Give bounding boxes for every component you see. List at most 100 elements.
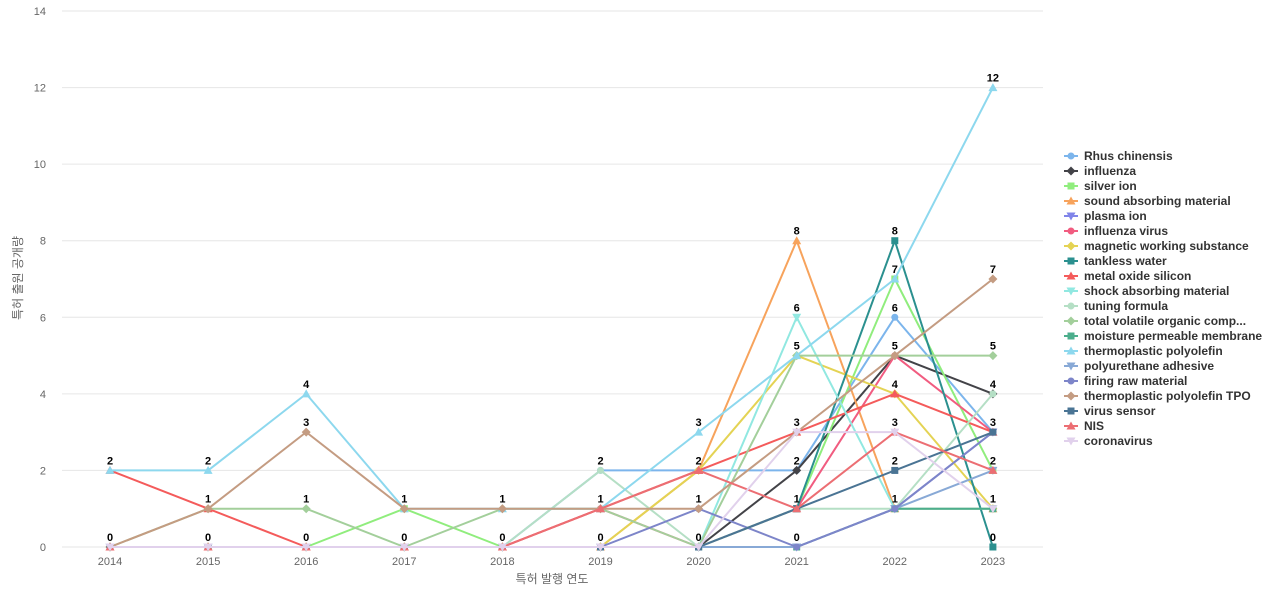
data-label: 3: [892, 417, 898, 429]
data-label: 2: [794, 455, 800, 467]
legend-label: polyurethane adhesive: [1084, 359, 1214, 373]
data-label: 0: [597, 532, 603, 544]
data-label: 5: [892, 341, 898, 353]
data-point: [105, 543, 115, 552]
legend-marker: [1066, 421, 1076, 430]
data-point: [792, 351, 802, 360]
data-label: 1: [303, 494, 309, 506]
legend-item[interactable]: sound absorbing material: [1064, 194, 1231, 208]
legend-label: total volatile organic comp...: [1084, 314, 1246, 328]
data-point: [989, 428, 997, 436]
data-point: [203, 465, 213, 474]
legend-item[interactable]: plasma ion: [1064, 209, 1147, 223]
x-axis-ticks: 2014 2015 2016 2017 2018 2019 2020 2021 2022 2023: [98, 556, 1005, 568]
data-label: 1: [401, 494, 407, 506]
data-label: 0: [107, 532, 113, 544]
data-label: 0: [401, 532, 407, 544]
series-line: [109, 278, 994, 548]
data-point: [890, 389, 900, 398]
legend-marker: [1067, 332, 1075, 340]
x-tick-label: 2018: [490, 556, 514, 568]
legend-item[interactable]: coronavirus: [1064, 434, 1153, 448]
series-line: [110, 431, 994, 548]
legend-item[interactable]: thermoplastic polyolefin: [1064, 344, 1223, 358]
data-label: 3: [990, 417, 996, 429]
data-label: 3: [794, 417, 800, 429]
legend-label: silver ion: [1084, 179, 1137, 193]
series-line: [110, 354, 994, 548]
data-point: [694, 504, 704, 514]
legend-label: firing raw material: [1084, 374, 1187, 388]
data-point: [596, 504, 605, 513]
data-point: [399, 543, 409, 552]
legend-label: influenza: [1084, 164, 1136, 178]
data-point: [203, 504, 213, 514]
legend-label: sound absorbing material: [1084, 194, 1231, 208]
data-point: [497, 543, 507, 552]
data-point: [792, 465, 802, 475]
legend-item[interactable]: Rhus chinensis: [1064, 149, 1173, 163]
data-point: [792, 504, 802, 513]
data-point: [203, 543, 213, 552]
y-tick-label: 10: [34, 159, 46, 171]
legend-item[interactable]: influenza: [1064, 164, 1136, 178]
legend-item[interactable]: moisture permeable membrane: [1064, 329, 1262, 343]
legend-item[interactable]: metal oxide silicon: [1064, 269, 1191, 283]
data-label: 2: [696, 455, 702, 467]
legend-marker: [1066, 362, 1076, 371]
data-point: [891, 466, 899, 474]
data-label: 1: [990, 494, 996, 506]
data-label: 7: [990, 264, 996, 276]
legend-item[interactable]: virus sensor: [1064, 404, 1156, 418]
data-label: 0: [499, 532, 505, 544]
legend-marker: [1067, 257, 1075, 265]
legend-label: moisture permeable membrane: [1084, 329, 1262, 343]
data-point: [597, 466, 604, 474]
data-label: 0: [303, 532, 309, 544]
legend-marker: [1067, 227, 1075, 235]
x-tick-label: 2016: [294, 556, 318, 568]
data-point: [989, 390, 997, 398]
x-tick-label: 2015: [196, 556, 220, 568]
data-point: [793, 543, 801, 551]
legend-marker: [1067, 407, 1075, 415]
x-tick-label: 2021: [784, 556, 808, 568]
legend-item[interactable]: shock absorbing material: [1064, 284, 1229, 298]
y-axis-title: 특허 출원 공개량: [11, 236, 25, 320]
legend-item[interactable]: magnetic working substance: [1064, 239, 1249, 253]
legend-marker: [1067, 152, 1075, 160]
legend-item[interactable]: total volatile organic comp...: [1064, 314, 1246, 328]
data-point: [694, 427, 704, 436]
data-point: [988, 274, 998, 284]
data-label: 7: [892, 264, 898, 276]
series-line: [110, 87, 994, 510]
data-label: 5: [794, 341, 800, 353]
series-line: [110, 431, 994, 548]
data-point: [301, 543, 311, 552]
legend-item[interactable]: tuning formula: [1064, 299, 1168, 313]
legend-item[interactable]: tankless water: [1064, 254, 1167, 268]
legend-item[interactable]: firing raw material: [1064, 374, 1187, 388]
data-point: [792, 428, 802, 437]
x-tick-label: 2020: [686, 556, 710, 568]
data-point: [596, 543, 605, 552]
data-label: 1: [696, 494, 702, 506]
legend-label: virus sensor: [1084, 404, 1156, 418]
legend-item[interactable]: NIS: [1064, 419, 1104, 433]
legend-marker: [1066, 346, 1076, 355]
data-label: 1: [499, 494, 505, 506]
data-point: [694, 465, 704, 474]
data-point: [891, 237, 899, 245]
legend-item[interactable]: silver ion: [1064, 179, 1137, 193]
data-point: [988, 505, 998, 514]
legend-item[interactable]: influenza virus: [1064, 224, 1168, 238]
x-tick-label: 2014: [98, 556, 122, 568]
data-point: [890, 274, 900, 283]
data-label: 1: [205, 494, 211, 506]
legend-item[interactable]: thermoplastic polyolefin TPO: [1064, 389, 1251, 403]
legend-label: magnetic working substance: [1084, 239, 1249, 253]
legend-item[interactable]: polyurethane adhesive: [1064, 359, 1214, 373]
data-point: [497, 504, 507, 514]
data-label: 4: [892, 379, 899, 391]
